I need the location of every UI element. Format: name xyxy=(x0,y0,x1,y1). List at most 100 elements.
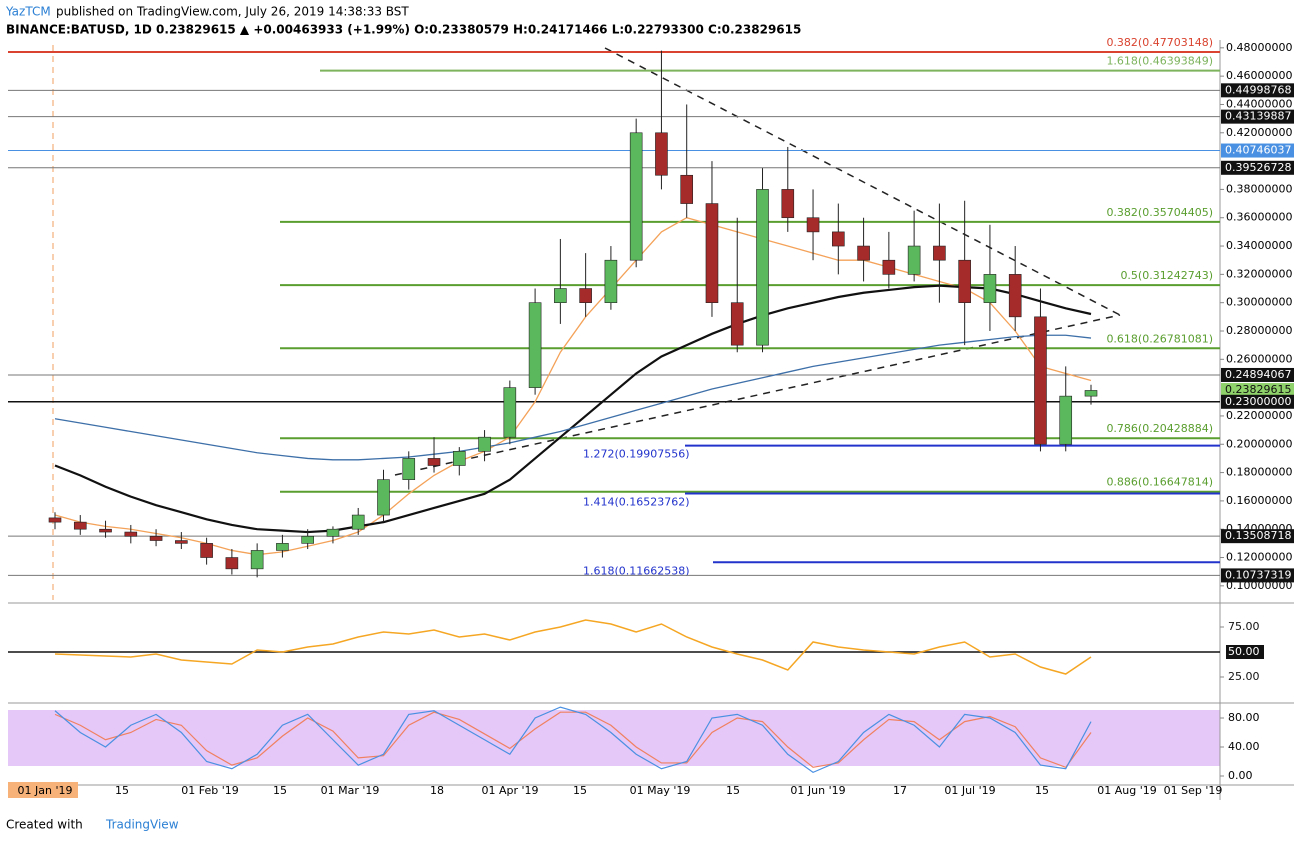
rsi-line xyxy=(54,619,1092,675)
trendline xyxy=(394,314,1121,476)
candle-body xyxy=(326,528,340,537)
candle-body xyxy=(225,557,239,570)
price-label: 0.13508718 xyxy=(1225,529,1291,542)
price-label-box xyxy=(1221,83,1294,98)
moving-average xyxy=(54,217,1092,556)
candle-body xyxy=(680,174,694,204)
y-tick-label: 0.22000000 xyxy=(1226,409,1292,422)
y-tick-label: 0.18000000 xyxy=(1226,466,1292,479)
y-tick-label: 0.20000000 xyxy=(1226,437,1292,450)
candle-body xyxy=(781,189,795,219)
candle-body xyxy=(276,543,289,551)
price-label: 0.39526728 xyxy=(1225,161,1291,174)
candle-body xyxy=(48,517,62,523)
y-tick-label: 0.38000000 xyxy=(1226,182,1292,195)
rsi-tick-label: 75.00 xyxy=(1228,620,1260,633)
price-label: 0.24894067 xyxy=(1225,368,1291,381)
stoch-tick-label: 80.00 xyxy=(1228,711,1260,724)
x-tick-label: 01 Aug '19 xyxy=(1097,784,1157,797)
y-tick-label: 0.48000000 xyxy=(1226,41,1292,54)
x-tick-label: 17 xyxy=(893,784,907,797)
stoch-tick-label: 40.00 xyxy=(1228,740,1260,753)
rsi-tick-label: 25.00 xyxy=(1228,670,1260,683)
x-tick-label: 01 May '19 xyxy=(630,784,691,797)
price-label-box xyxy=(1221,568,1294,583)
moving-average xyxy=(54,334,1092,461)
candle-body xyxy=(351,514,365,530)
price-label-box xyxy=(1221,160,1294,175)
candle-body xyxy=(655,132,668,176)
y-tick-label: 0.34000000 xyxy=(1226,239,1292,252)
x-tick-label: 15 xyxy=(573,784,587,797)
stoch-d xyxy=(54,711,1092,769)
y-tick-label: 0.28000000 xyxy=(1226,324,1292,337)
x-tick-label: 15 xyxy=(115,784,129,797)
x-tick-label: 01 Sep '19 xyxy=(1164,784,1223,797)
candle-body xyxy=(149,535,163,541)
candle-body xyxy=(705,203,719,303)
candle-body xyxy=(99,528,112,533)
candle-body xyxy=(907,245,921,275)
candle-body xyxy=(200,543,213,558)
candle-body xyxy=(604,259,618,303)
footer: Created with xyxy=(6,818,83,832)
x-tick-label: 15 xyxy=(273,784,287,797)
fib-label: 0.382(0.47703148) xyxy=(1106,36,1213,49)
price-label: 0.10737319 xyxy=(1225,568,1291,581)
candle-body xyxy=(857,245,870,261)
candle-body xyxy=(503,387,517,438)
price-label-box xyxy=(1221,394,1294,409)
price-label: 0.44998768 xyxy=(1225,83,1291,96)
moving-average xyxy=(54,284,1092,534)
x-tick-label: 01 Jun '19 xyxy=(790,784,845,797)
candle-body xyxy=(730,302,744,346)
y-tick-label: 0.46000000 xyxy=(1226,69,1292,82)
x-tick-label: 01 Jul '19 xyxy=(944,784,995,797)
candle-body xyxy=(175,540,188,544)
x-tick-label: 18 xyxy=(430,784,444,797)
fib-label: 0.618(0.26781081) xyxy=(1106,332,1213,345)
fib-label: 1.272(0.19907556) xyxy=(583,448,690,461)
price-label: 0.43139887 xyxy=(1225,110,1291,123)
candle-body xyxy=(1008,274,1022,318)
candle-body xyxy=(882,259,896,275)
x-tick-label: 01 Jan '19 xyxy=(18,784,73,797)
candle-body xyxy=(579,288,592,303)
price-label-box xyxy=(1221,383,1294,398)
trendline xyxy=(604,47,1121,316)
rsi-label-box xyxy=(1226,645,1264,659)
candle-body xyxy=(124,531,138,537)
candle-body xyxy=(806,217,820,233)
x-tick-label: 01 Apr '19 xyxy=(481,784,538,797)
y-tick-label: 0.16000000 xyxy=(1226,494,1292,507)
published: published on TradingView.com, July 26, 2… xyxy=(56,5,409,19)
footer-brand: TradingView xyxy=(105,818,179,832)
fib-label: 0.886(0.16647814) xyxy=(1106,476,1213,489)
candle-body xyxy=(73,521,87,530)
price-label-box xyxy=(1221,529,1294,544)
price-label-box xyxy=(1221,143,1294,158)
candle-body xyxy=(629,132,643,261)
fib-label: 0.382(0.35704405) xyxy=(1106,206,1213,219)
candle-body xyxy=(832,231,845,247)
candle-body xyxy=(1059,395,1073,445)
date-cursor-box xyxy=(8,782,78,798)
y-tick-label: 0.32000000 xyxy=(1226,267,1292,280)
candle-body xyxy=(452,451,466,466)
fib-label: 0.786(0.20428884) xyxy=(1106,422,1213,435)
price-label-box xyxy=(1221,109,1294,124)
author: YazTCM xyxy=(5,5,51,19)
candle-body xyxy=(933,245,946,261)
y-tick-label: 0.30000000 xyxy=(1226,296,1292,309)
price-label: 0.40746037 xyxy=(1225,144,1291,157)
x-tick-label: 15 xyxy=(1035,784,1049,797)
price-label: 0.23829615 xyxy=(1225,383,1291,396)
fib-label: 1.414(0.16523762) xyxy=(583,495,690,508)
candle-body xyxy=(528,302,542,388)
y-tick-label: 0.44000000 xyxy=(1226,97,1292,110)
candle-body xyxy=(756,189,769,346)
stoch-k xyxy=(54,706,1092,774)
